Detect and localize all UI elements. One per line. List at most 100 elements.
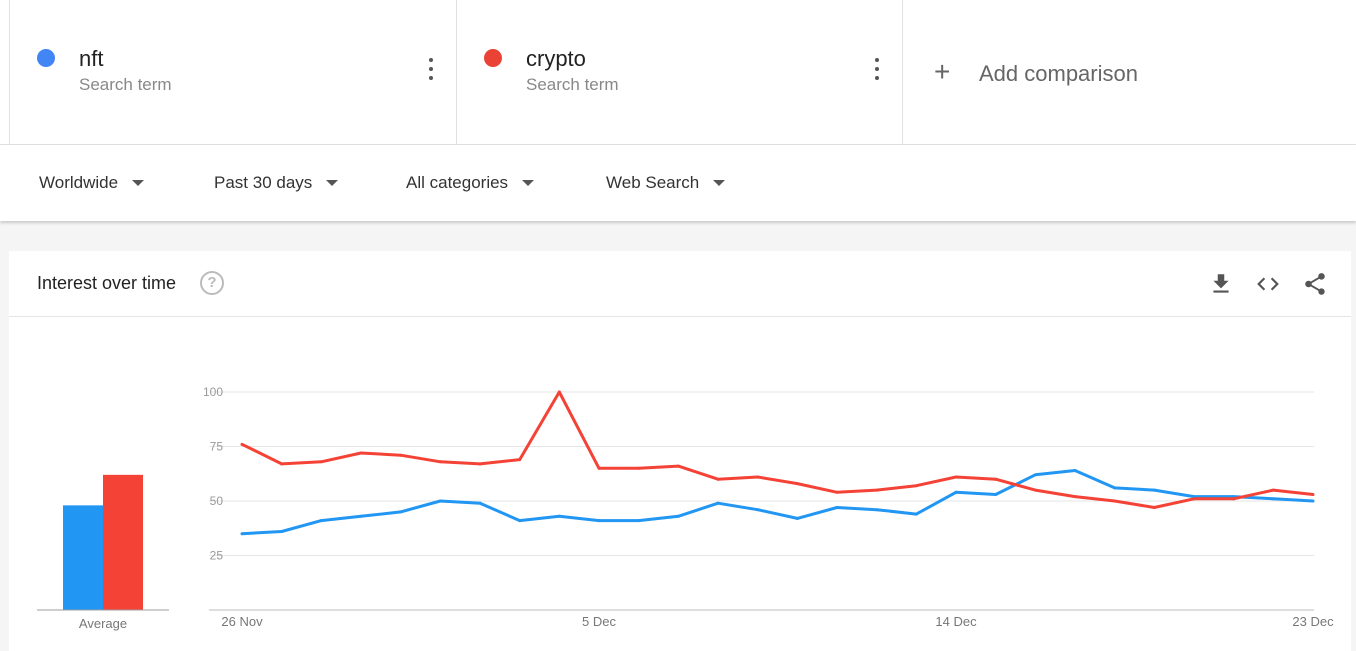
embed-icon[interactable]: [1255, 271, 1281, 297]
data-point-crypto: [399, 453, 403, 457]
x-tick-label: 26 Nov: [221, 614, 263, 629]
y-tick-label: 100: [203, 385, 223, 399]
help-icon[interactable]: ?: [200, 271, 224, 295]
interest-over-time-card: Interest over time ? 25 50 75 100 26 Nov 5 De…: [9, 251, 1351, 651]
term-name[interactable]: crypto: [526, 46, 586, 71]
data-point-nft: [875, 508, 879, 512]
data-point-nft: [557, 514, 561, 518]
term-type: Search term: [79, 75, 172, 94]
data-point-nft: [438, 499, 442, 503]
data-point-crypto: [280, 462, 284, 466]
data-point-crypto: [597, 466, 601, 470]
term-type: Search term: [526, 75, 619, 94]
data-point-nft: [716, 501, 720, 505]
download-icon[interactable]: [1208, 271, 1234, 297]
data-point-crypto: [637, 466, 641, 470]
data-point-nft: [637, 519, 641, 523]
x-tick-label: 14 Dec: [935, 614, 977, 629]
interest-chart: 25 50 75 100 26 Nov 5 Dec 14 Dec 23 Dec Average: [37, 385, 1334, 631]
data-point-crypto: [1232, 497, 1236, 501]
more-vert-icon[interactable]: [874, 58, 880, 80]
data-point-crypto: [875, 488, 879, 492]
data-point-crypto: [1113, 499, 1117, 503]
data-point-crypto: [756, 475, 760, 479]
add-comparison-button[interactable]: + Add comparison: [902, 0, 1356, 145]
region-label: Worldwide: [39, 173, 119, 192]
average-label: Average: [79, 616, 127, 631]
data-point-nft: [954, 490, 958, 494]
time-range-dropdown[interactable]: Past 30 days: [214, 173, 339, 193]
data-point-nft: [756, 508, 760, 512]
data-point-nft: [518, 519, 522, 523]
data-point-nft: [1152, 488, 1156, 492]
y-tick-label: 75: [210, 440, 224, 454]
add-comparison-label: Add comparison: [979, 61, 1138, 86]
plus-icon: +: [934, 56, 951, 87]
data-point-nft: [597, 519, 601, 523]
x-tick-label: 23 Dec: [1292, 614, 1334, 629]
data-point-crypto: [518, 458, 522, 462]
category-label: All categories: [406, 173, 509, 192]
data-point-nft: [676, 514, 680, 518]
data-point-crypto: [795, 482, 799, 486]
data-point-crypto: [914, 484, 918, 488]
series-line-nft: [241, 469, 1314, 536]
data-point-nft: [994, 492, 998, 496]
series-color-dot: [484, 49, 502, 67]
card-title: Interest over time: [37, 273, 177, 293]
data-point-crypto: [478, 462, 482, 466]
series-line-crypto: [241, 390, 1314, 509]
data-point-nft: [795, 516, 799, 520]
data-point-crypto: [557, 390, 561, 394]
data-point-nft: [835, 506, 839, 510]
data-point-nft: [359, 514, 363, 518]
data-point-nft: [399, 510, 403, 514]
data-point-crypto: [835, 490, 839, 494]
caret-down-icon: [326, 180, 339, 186]
data-point-crypto: [438, 460, 442, 464]
data-point-crypto: [716, 477, 720, 481]
data-point-crypto: [1033, 488, 1037, 492]
data-point-crypto: [359, 451, 363, 455]
y-tick-label: 50: [210, 494, 224, 508]
data-point-nft: [1073, 468, 1077, 472]
data-point-crypto: [1152, 506, 1156, 510]
data-point-crypto: [1311, 492, 1315, 496]
term-name[interactable]: nft: [79, 46, 104, 71]
caret-down-icon: [522, 180, 535, 186]
data-point-nft: [1271, 497, 1275, 501]
data-point-nft: [240, 532, 244, 536]
caret-down-icon: [132, 180, 145, 186]
average-bar-crypto: [103, 474, 143, 610]
data-point-nft: [914, 512, 918, 516]
search-type-dropdown[interactable]: Web Search: [606, 173, 726, 193]
data-point-crypto: [319, 460, 323, 464]
average-bar-nft: [63, 505, 103, 610]
data-point-crypto: [676, 464, 680, 468]
time-range-label: Past 30 days: [214, 173, 313, 192]
term-card-nft[interactable]: nft Search term: [9, 0, 456, 145]
data-point-crypto: [1271, 488, 1275, 492]
data-point-nft: [280, 530, 284, 534]
data-point-crypto: [240, 442, 244, 446]
data-point-crypto: [954, 475, 958, 479]
data-point-nft: [1033, 473, 1037, 477]
data-point-crypto: [994, 477, 998, 481]
card-header: Interest over time ?: [9, 251, 1351, 317]
data-point-crypto: [1192, 497, 1196, 501]
category-dropdown[interactable]: All categories: [406, 173, 535, 193]
region-dropdown[interactable]: Worldwide: [39, 173, 145, 193]
data-point-nft: [1311, 499, 1315, 503]
search-type-label: Web Search: [606, 173, 700, 192]
comparison-bar: nft Search term crypto Search term + Add…: [0, 0, 1356, 145]
filter-bar: Worldwide Past 30 days All categories We…: [0, 145, 1356, 221]
y-tick-label: 25: [210, 549, 224, 563]
more-vert-icon[interactable]: [428, 58, 434, 80]
series-color-dot: [37, 49, 55, 67]
data-point-nft: [319, 519, 323, 523]
data-point-nft: [478, 501, 482, 505]
caret-down-icon: [713, 180, 726, 186]
data-point-nft: [1113, 486, 1117, 490]
term-card-crypto[interactable]: crypto Search term: [456, 0, 902, 145]
share-icon[interactable]: [1302, 271, 1328, 297]
